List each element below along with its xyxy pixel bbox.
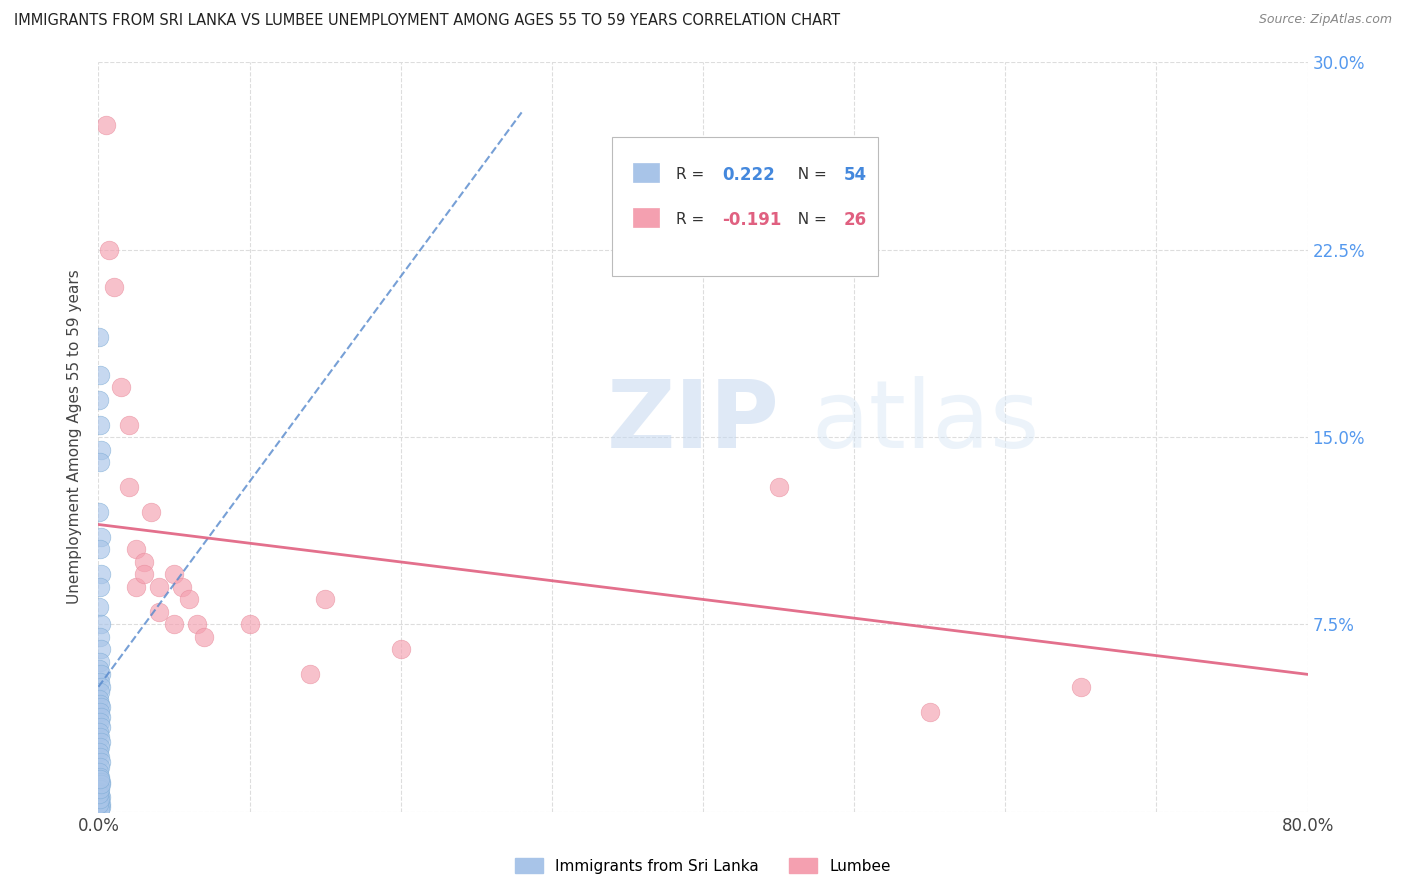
Point bbox=[89, 785, 111, 799]
Text: Source: ZipAtlas.com: Source: ZipAtlas.com bbox=[1258, 13, 1392, 27]
Point bbox=[89, 792, 111, 806]
Point bbox=[90, 699, 112, 714]
Text: R =: R = bbox=[676, 212, 710, 227]
Point bbox=[125, 542, 148, 557]
Point bbox=[125, 580, 148, 594]
Point bbox=[89, 795, 111, 809]
Text: N =: N = bbox=[787, 212, 831, 227]
Point bbox=[89, 714, 111, 729]
Point bbox=[89, 698, 111, 712]
Text: N =: N = bbox=[787, 168, 831, 182]
Point bbox=[89, 630, 111, 644]
Point bbox=[90, 710, 112, 724]
Point bbox=[89, 580, 111, 594]
Point bbox=[918, 705, 941, 719]
Point bbox=[89, 662, 111, 676]
Point bbox=[89, 787, 111, 801]
Point bbox=[186, 617, 208, 632]
Point bbox=[89, 542, 111, 557]
Point bbox=[89, 802, 111, 816]
Point bbox=[89, 392, 111, 407]
Point bbox=[90, 735, 112, 749]
Point bbox=[89, 685, 111, 699]
Text: ZIP: ZIP bbox=[606, 376, 779, 468]
Point bbox=[89, 797, 111, 812]
Point bbox=[163, 567, 186, 582]
Point bbox=[314, 592, 336, 607]
Point bbox=[89, 760, 111, 774]
Point bbox=[163, 617, 186, 632]
Point bbox=[90, 777, 112, 791]
Point bbox=[89, 739, 111, 754]
Point bbox=[768, 480, 790, 494]
Text: IMMIGRANTS FROM SRI LANKA VS LUMBEE UNEMPLOYMENT AMONG AGES 55 TO 59 YEARS CORRE: IMMIGRANTS FROM SRI LANKA VS LUMBEE UNEM… bbox=[14, 13, 841, 29]
Point bbox=[90, 789, 112, 804]
Point bbox=[90, 617, 112, 632]
Point bbox=[179, 592, 201, 607]
Point bbox=[132, 567, 155, 582]
Point bbox=[89, 792, 111, 806]
Text: 54: 54 bbox=[844, 166, 866, 184]
Point bbox=[90, 567, 112, 582]
Point bbox=[110, 380, 132, 394]
Point bbox=[239, 617, 262, 632]
Point bbox=[141, 505, 163, 519]
Point bbox=[89, 745, 111, 759]
Text: 26: 26 bbox=[844, 211, 866, 228]
Point bbox=[89, 724, 111, 739]
Point bbox=[90, 642, 112, 657]
Point bbox=[90, 442, 112, 457]
Point bbox=[89, 455, 111, 469]
Point bbox=[193, 630, 215, 644]
Point bbox=[89, 749, 111, 764]
Y-axis label: Unemployment Among Ages 55 to 59 years: Unemployment Among Ages 55 to 59 years bbox=[67, 269, 83, 605]
Bar bbox=[633, 162, 659, 182]
Point bbox=[94, 118, 117, 132]
Point bbox=[89, 674, 111, 689]
Point bbox=[90, 797, 112, 812]
Bar bbox=[633, 208, 659, 227]
Text: -0.191: -0.191 bbox=[723, 211, 782, 228]
Point bbox=[90, 720, 112, 734]
Point bbox=[299, 667, 322, 681]
Point bbox=[89, 782, 111, 797]
Point bbox=[1070, 680, 1092, 694]
Point bbox=[148, 580, 170, 594]
Point bbox=[148, 605, 170, 619]
Point bbox=[89, 417, 111, 432]
Point bbox=[98, 243, 121, 257]
Point bbox=[90, 774, 112, 789]
Point bbox=[89, 787, 111, 801]
Point bbox=[89, 599, 111, 614]
Point bbox=[90, 667, 112, 681]
Point bbox=[90, 680, 112, 694]
Point bbox=[89, 705, 111, 719]
Text: R =: R = bbox=[676, 168, 710, 182]
Point bbox=[89, 772, 111, 787]
Point bbox=[118, 480, 141, 494]
Point bbox=[132, 555, 155, 569]
Point bbox=[89, 505, 111, 519]
Point bbox=[90, 755, 112, 769]
Point bbox=[89, 730, 111, 744]
Point bbox=[89, 692, 111, 706]
Text: atlas: atlas bbox=[811, 376, 1040, 468]
Point bbox=[103, 280, 125, 294]
Point bbox=[170, 580, 193, 594]
Point bbox=[118, 417, 141, 432]
Point bbox=[89, 764, 111, 779]
Legend: Immigrants from Sri Lanka, Lumbee: Immigrants from Sri Lanka, Lumbee bbox=[509, 852, 897, 880]
Point bbox=[89, 780, 111, 794]
Text: 0.222: 0.222 bbox=[723, 166, 775, 184]
Point bbox=[89, 368, 111, 382]
FancyBboxPatch shape bbox=[613, 137, 879, 276]
Point bbox=[389, 642, 412, 657]
Point bbox=[89, 330, 111, 344]
Point bbox=[89, 770, 111, 784]
Point bbox=[90, 799, 112, 814]
Point bbox=[89, 655, 111, 669]
Point bbox=[90, 530, 112, 544]
